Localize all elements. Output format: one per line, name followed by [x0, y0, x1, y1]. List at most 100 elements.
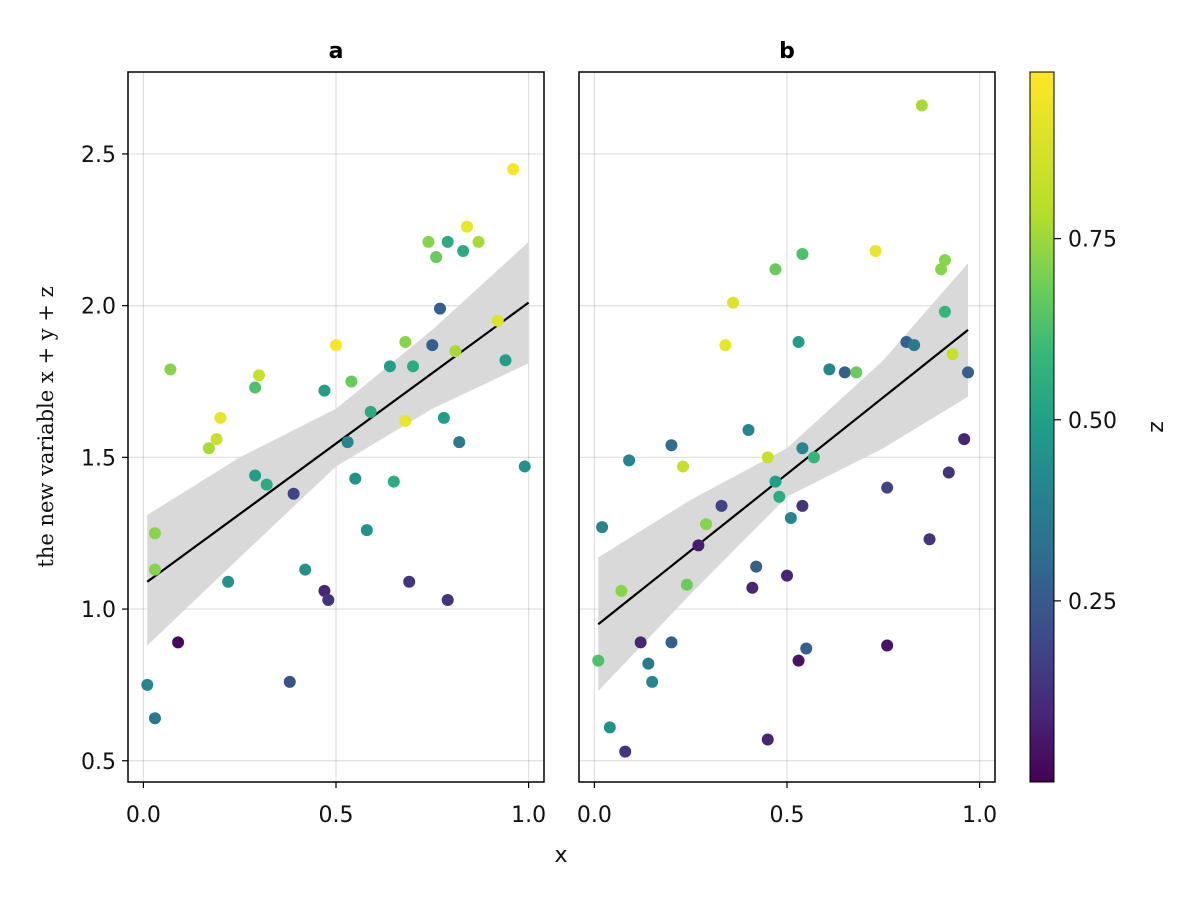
colorbar-ticks: 0.25 0.50 0.75 — [1054, 228, 1117, 615]
x-ticks-a: 0.0 0.5 1.0 — [126, 782, 546, 828]
scatter-point — [283, 675, 296, 688]
x-tick-label: 0.5 — [319, 803, 354, 828]
scatter-point — [619, 745, 632, 758]
colorbar-label: z — [1144, 421, 1169, 433]
scatter-point — [881, 639, 894, 652]
scatter-point — [646, 675, 659, 688]
scatter-point — [172, 636, 185, 649]
scatter-point — [596, 521, 609, 534]
y-tick-label: 1.0 — [81, 598, 116, 623]
colorbar-tick-label: 0.50 — [1068, 409, 1117, 434]
y-tick-label: 0.5 — [81, 750, 116, 775]
y-axis-label: the new variable x + y + z — [34, 286, 58, 567]
scatter-point — [387, 475, 400, 488]
fit-line-a — [146, 301, 530, 583]
scatter-point — [430, 251, 443, 264]
scatter-point — [364, 405, 377, 418]
scatter-point — [750, 560, 763, 573]
scatter-point — [807, 451, 820, 464]
scatter-point — [838, 366, 851, 379]
scatter-point — [472, 235, 485, 248]
scatter-point — [700, 518, 713, 531]
scatter-point — [249, 381, 262, 394]
scatter-point — [449, 345, 462, 358]
scatter-point — [434, 302, 446, 315]
scatter-point — [318, 384, 331, 397]
scatter-point — [792, 654, 805, 667]
scatter-point — [761, 733, 774, 746]
scatter-point — [642, 657, 655, 670]
scatter-points-b — [592, 99, 975, 758]
scatter-point — [441, 593, 454, 606]
scatter-point — [727, 296, 740, 309]
scatter-point — [935, 263, 948, 276]
panel-title-b: b — [779, 39, 795, 64]
scatter-point — [141, 678, 154, 691]
scatter-point — [252, 369, 265, 382]
x-ticks-b: 0.0 0.5 1.0 — [577, 782, 997, 828]
scatter-point — [792, 336, 805, 349]
scatter-point — [592, 654, 605, 667]
y-tick-label: 2.5 — [81, 143, 116, 168]
scatter-point — [202, 442, 215, 455]
x-axis-label: x — [554, 843, 567, 868]
scatter-point — [491, 314, 504, 327]
scatter-point — [426, 339, 439, 352]
scatter-point — [330, 339, 342, 352]
scatter-point — [148, 712, 161, 725]
scatter-point — [437, 411, 450, 424]
scatter-point — [958, 433, 971, 446]
scatter-point — [403, 575, 416, 588]
scatter-point — [769, 263, 782, 276]
scatter-point — [946, 348, 959, 361]
scatter-point — [222, 575, 235, 588]
scatter-point — [938, 254, 951, 267]
scatter-point — [908, 339, 921, 352]
scatter-point — [164, 363, 177, 376]
scatter-point — [665, 439, 678, 452]
x-tick-label: 1.0 — [511, 803, 546, 828]
scatter-point — [407, 360, 420, 373]
y-ticks-a: 0.5 1.0 1.5 2.0 2.5 — [81, 143, 128, 775]
scatter-point — [287, 487, 300, 500]
colorbar: 0.25 0.50 0.75 z — [1029, 71, 1169, 783]
scatter-point — [399, 336, 412, 349]
scatter-point — [784, 512, 797, 525]
scatter-point — [719, 339, 732, 352]
scatter-point — [634, 636, 647, 649]
scatter-point — [422, 235, 435, 248]
confidence-band-a — [147, 241, 529, 646]
scatter-point — [623, 454, 636, 467]
panel-a: a 0.0 0.5 1.0 0.5 1.0 1.5 2.0 2.5 — [81, 39, 546, 828]
scatter-point — [249, 469, 262, 482]
scatter-point — [677, 460, 689, 473]
fit-line-b — [597, 329, 969, 626]
scatter-point — [942, 466, 955, 479]
scatter-point — [507, 163, 520, 176]
confidence-band — [147, 241, 529, 646]
scatter-point — [460, 220, 473, 233]
scatter-point — [318, 584, 331, 597]
scatter-point — [881, 481, 894, 494]
scatter-point — [796, 442, 809, 455]
y-tick-label: 1.5 — [81, 446, 116, 471]
scatter-point — [823, 363, 836, 376]
scatter-point — [453, 436, 466, 449]
x-tick-label: 0.0 — [126, 803, 161, 828]
y-tick-label: 2.0 — [81, 295, 116, 320]
scatter-point — [680, 578, 693, 591]
scatter-point — [915, 99, 928, 112]
scatter-point — [299, 563, 312, 576]
panel-b: b 0.0 0.5 1.0 — [577, 39, 997, 828]
colorbar-tick-label: 0.25 — [1068, 590, 1117, 615]
scatter-point — [210, 433, 223, 446]
scatter-point — [715, 499, 728, 512]
scatter-point — [345, 375, 358, 388]
scatter-point — [260, 478, 273, 491]
scatter-point — [615, 584, 628, 597]
scatter-point — [692, 539, 705, 552]
scatter-point — [603, 721, 616, 734]
scatter-point — [399, 414, 412, 427]
scatter-point — [773, 490, 786, 503]
